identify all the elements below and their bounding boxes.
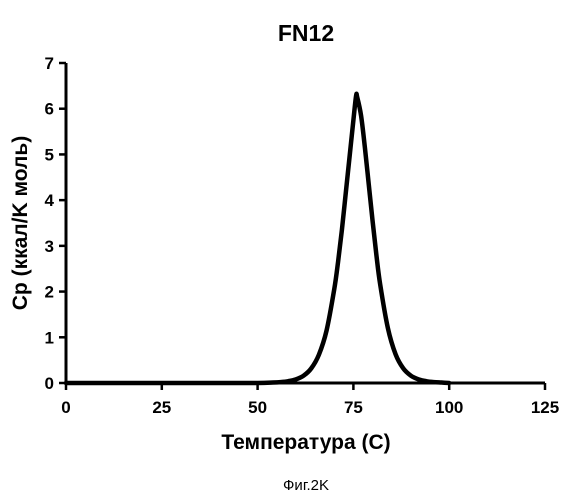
x-tick-label: 50 <box>248 398 267 417</box>
y-tick-label: 0 <box>45 374 54 393</box>
y-tick-label: 5 <box>45 145 54 164</box>
y-tick-label: 3 <box>45 237 54 256</box>
y-tick-label: 2 <box>45 283 54 302</box>
x-tick-label: 125 <box>531 398 559 417</box>
y-ticks: 0 1 2 3 4 5 6 7 <box>45 54 66 393</box>
figure-caption: Фиг.2K <box>283 477 329 494</box>
x-tick-label: 0 <box>61 398 70 417</box>
y-tick-label: 6 <box>45 100 54 119</box>
y-tick-label: 7 <box>45 54 54 73</box>
x-tick-label: 25 <box>152 398 171 417</box>
y-axis-label: Cp (ккал/K моль) <box>9 136 32 311</box>
x-axis-label: Температура (C) <box>221 431 390 454</box>
chart-title: FN12 <box>278 20 334 46</box>
x-ticks: 0 25 50 75 100 125 <box>61 383 559 417</box>
axes <box>66 63 545 383</box>
x-tick-label: 100 <box>435 398 463 417</box>
y-tick-label: 1 <box>45 328 54 347</box>
x-tick-label: 75 <box>344 398 363 417</box>
series-line <box>66 94 449 383</box>
y-tick-label: 4 <box>45 191 55 210</box>
